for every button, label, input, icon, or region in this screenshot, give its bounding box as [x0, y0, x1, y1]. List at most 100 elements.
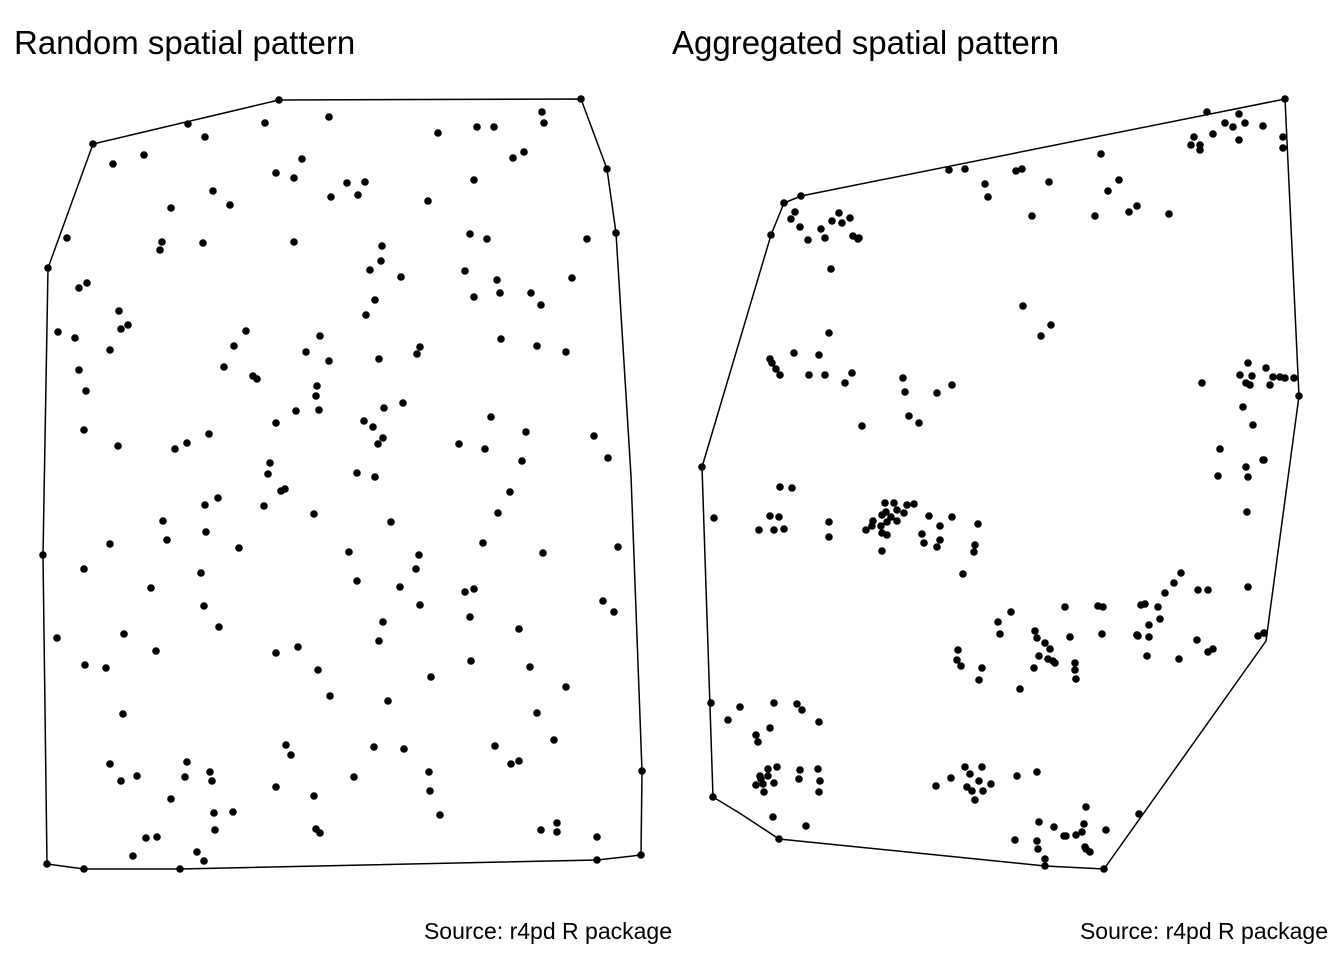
- data-point: [515, 625, 523, 633]
- data-point: [975, 676, 983, 684]
- data-point: [1143, 652, 1151, 660]
- data-point: [275, 96, 283, 104]
- data-point: [1269, 373, 1277, 381]
- data-point: [1133, 202, 1141, 210]
- data-point: [770, 526, 778, 534]
- data-point: [776, 371, 784, 379]
- data-point: [75, 366, 83, 374]
- data-point: [1033, 768, 1041, 776]
- data-point: [473, 123, 481, 131]
- data-point: [483, 235, 491, 243]
- data-point: [1099, 603, 1107, 611]
- data-point: [467, 657, 475, 665]
- data-point: [1235, 110, 1243, 118]
- data-point: [412, 565, 420, 573]
- data-point: [1045, 178, 1053, 186]
- data-point: [526, 663, 534, 671]
- data-point: [953, 656, 961, 664]
- data-point: [961, 165, 969, 173]
- data-point: [325, 113, 333, 121]
- data-point: [199, 239, 207, 247]
- data-point: [129, 852, 137, 860]
- data-point: [933, 389, 941, 397]
- data-point: [371, 473, 379, 481]
- data-point: [310, 510, 318, 518]
- data-point: [133, 772, 141, 780]
- data-point: [791, 208, 799, 216]
- data-point: [272, 169, 280, 177]
- chart-title-aggregated: Aggregated spatial pattern: [672, 24, 1060, 61]
- data-point: [537, 826, 545, 834]
- data-point: [374, 440, 382, 448]
- data-point: [901, 388, 909, 396]
- data-point: [736, 703, 744, 711]
- data-point: [327, 193, 335, 201]
- data-point: [159, 517, 167, 525]
- data-point: [507, 760, 515, 768]
- data-point: [1034, 845, 1042, 853]
- plot-area-aggregated: [698, 95, 1303, 873]
- data-point: [1035, 818, 1043, 826]
- data-point: [156, 246, 164, 254]
- data-point: [838, 219, 846, 227]
- data-point: [522, 428, 530, 436]
- data-point: [1203, 108, 1211, 116]
- data-point: [821, 371, 829, 379]
- data-point: [858, 422, 866, 430]
- data-point: [202, 528, 210, 536]
- data-point: [152, 647, 160, 655]
- data-point: [961, 763, 969, 771]
- data-point: [603, 165, 611, 173]
- source-caption-aggregated: Source: r4pd R package: [1079, 918, 1328, 944]
- data-point: [387, 518, 395, 526]
- data-point: [724, 716, 732, 724]
- data-point: [114, 442, 122, 450]
- data-point: [266, 459, 274, 467]
- data-point: [766, 512, 774, 520]
- data-point: [971, 796, 979, 804]
- data-point: [53, 634, 61, 642]
- data-point: [841, 379, 849, 387]
- data-point: [1018, 165, 1026, 173]
- data-point: [854, 235, 862, 243]
- data-point: [426, 787, 434, 795]
- data-point: [1041, 862, 1049, 870]
- data-point: [220, 363, 228, 371]
- data-point: [593, 833, 601, 841]
- data-point: [290, 238, 298, 246]
- data-point: [119, 710, 127, 718]
- data-point: [971, 541, 979, 549]
- data-point: [755, 526, 763, 534]
- data-point: [399, 399, 407, 407]
- data-point: [562, 683, 570, 691]
- data-point: [201, 501, 209, 509]
- data-point: [1279, 144, 1287, 152]
- data-point: [310, 792, 318, 800]
- data-point: [638, 767, 646, 775]
- data-point: [954, 646, 962, 654]
- data-point: [416, 601, 424, 609]
- data-point: [1193, 636, 1201, 644]
- data-point: [981, 180, 989, 188]
- data-point: [1071, 659, 1079, 667]
- data-point: [893, 506, 901, 514]
- data-point: [900, 509, 908, 517]
- data-point: [369, 423, 377, 431]
- data-point: [957, 662, 965, 670]
- data-point: [828, 217, 836, 225]
- data-point: [1154, 603, 1162, 611]
- data-point: [936, 536, 944, 544]
- data-point: [1196, 146, 1204, 154]
- data-point: [1204, 586, 1212, 594]
- data-point: [200, 602, 208, 610]
- data-point: [915, 419, 923, 427]
- data-point: [1061, 603, 1069, 611]
- data-point: [314, 666, 322, 674]
- data-point: [610, 608, 618, 616]
- data-point: [599, 597, 607, 605]
- data-point: [44, 264, 52, 272]
- data-point: [298, 155, 306, 163]
- data-point: [775, 835, 783, 843]
- data-point: [759, 780, 767, 788]
- data-point: [1209, 645, 1217, 653]
